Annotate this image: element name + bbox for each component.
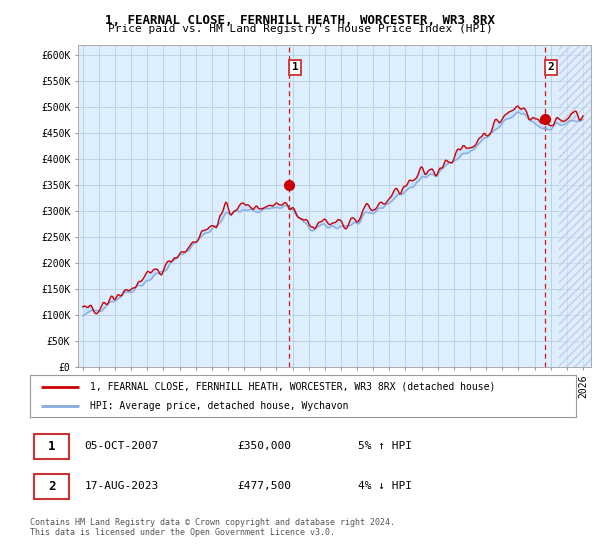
Text: £477,500: £477,500 (238, 481, 292, 491)
Text: 1, FEARNAL CLOSE, FERNHILL HEATH, WORCESTER, WR3 8RX: 1, FEARNAL CLOSE, FERNHILL HEATH, WORCES… (105, 14, 495, 27)
Text: 2: 2 (548, 62, 554, 72)
Text: 4% ↓ HPI: 4% ↓ HPI (358, 481, 412, 491)
Text: 05-OCT-2007: 05-OCT-2007 (85, 441, 159, 451)
Text: 5% ↑ HPI: 5% ↑ HPI (358, 441, 412, 451)
Text: HPI: Average price, detached house, Wychavon: HPI: Average price, detached house, Wych… (90, 401, 349, 411)
Text: 1, FEARNAL CLOSE, FERNHILL HEATH, WORCESTER, WR3 8RX (detached house): 1, FEARNAL CLOSE, FERNHILL HEATH, WORCES… (90, 381, 496, 391)
Text: 1: 1 (48, 440, 55, 452)
Text: Price paid vs. HM Land Registry's House Price Index (HPI): Price paid vs. HM Land Registry's House … (107, 24, 493, 34)
FancyBboxPatch shape (34, 433, 70, 459)
FancyBboxPatch shape (34, 474, 70, 499)
Bar (559, 45, 591, 367)
Text: Contains HM Land Registry data © Crown copyright and database right 2024.
This d: Contains HM Land Registry data © Crown c… (30, 518, 395, 538)
Text: 17-AUG-2023: 17-AUG-2023 (85, 481, 159, 491)
Text: £350,000: £350,000 (238, 441, 292, 451)
Text: 2: 2 (48, 480, 55, 493)
Text: 1: 1 (292, 62, 298, 72)
